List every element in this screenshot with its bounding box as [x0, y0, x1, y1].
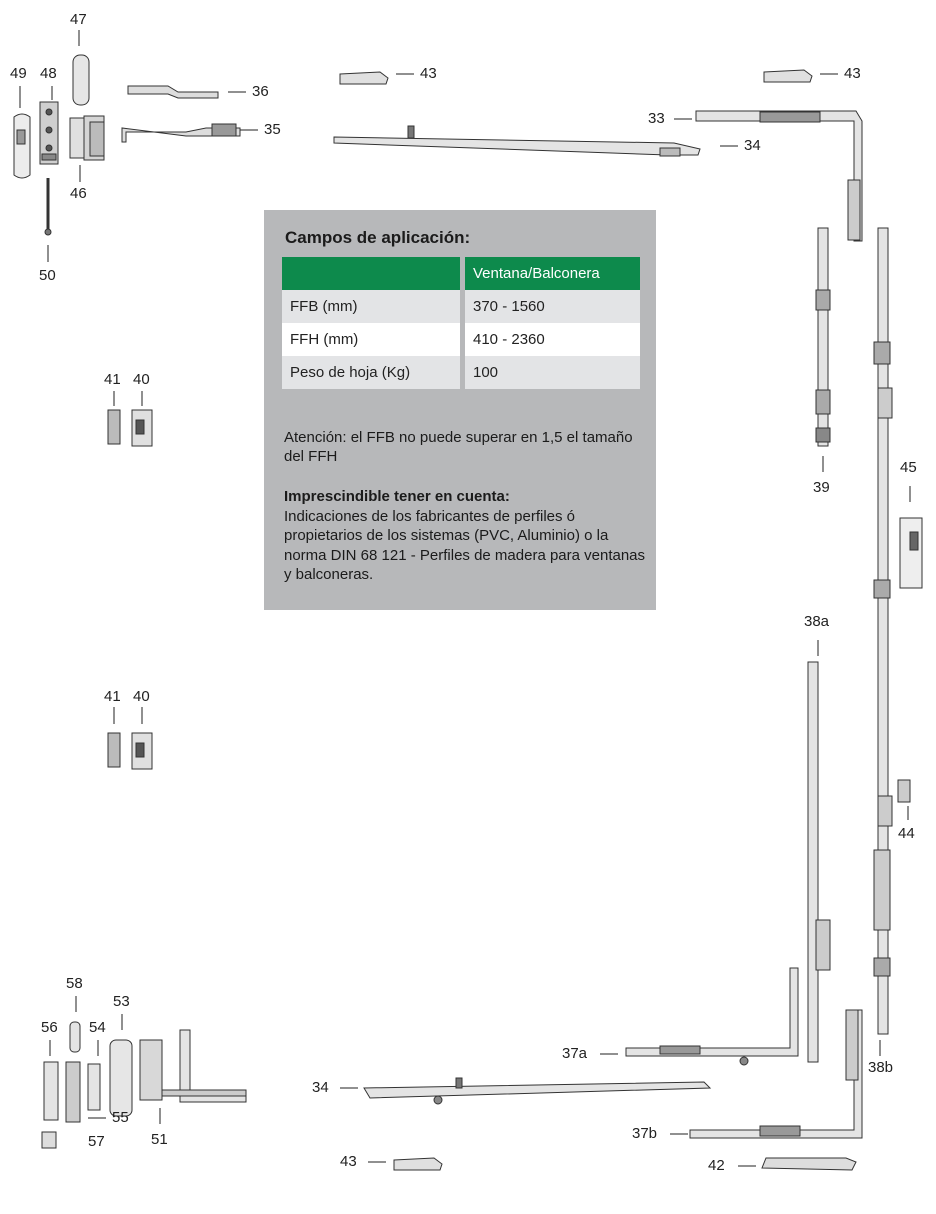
callout-54: 54 [89, 1019, 106, 1036]
important-text: Indicaciones de los fabricantes de perfi… [284, 507, 646, 584]
part-50-hinge-pin [44, 178, 52, 236]
part-51-corner-hinge [139, 1029, 247, 1103]
callout-35: 35 [264, 121, 281, 138]
callout-42: 42 [708, 1157, 725, 1174]
spec-table: Ventana/Balconera FFB (mm) 370 - 1560 FF… [282, 257, 640, 389]
callout-41-upper: 41 [104, 371, 121, 388]
row-value: 410 - 2360 [465, 323, 640, 356]
part-57-block [65, 1061, 81, 1123]
part-45-striker [899, 517, 923, 589]
table-row: FFH (mm) 410 - 2360 [282, 323, 640, 356]
callout-50: 50 [39, 267, 56, 284]
callout-47: 47 [70, 11, 87, 28]
part-42-sill-piece [761, 1157, 857, 1171]
ffb-note: Atención: el FFB no puede superar en 1,5… [284, 429, 633, 465]
callout-40-lower: 40 [133, 688, 150, 705]
row-value: 370 - 1560 [465, 290, 640, 323]
callout-43-bottom: 43 [340, 1153, 357, 1170]
part-47-pin-cap [72, 54, 90, 106]
part-43-top-left [339, 71, 389, 85]
callout-40-upper: 40 [133, 371, 150, 388]
part-39-vertical-rod [815, 227, 831, 447]
part-38b-long-vertical-rod [873, 227, 893, 1035]
callout-49: 49 [10, 65, 27, 82]
spec-table-header: Ventana/Balconera [282, 257, 640, 290]
important-notice: Imprescindible tener en cuenta: Indicaci… [284, 487, 649, 585]
part-34-bottom-scissor-arm [363, 1077, 712, 1105]
callout-55: 55 [112, 1109, 129, 1126]
callout-39: 39 [813, 479, 830, 496]
callout-53: 53 [113, 993, 130, 1010]
part-33-corner-drive [695, 110, 863, 242]
part-56-plate [43, 1061, 59, 1121]
part-43-bottom [393, 1157, 443, 1171]
part-48-hinge-plate [39, 101, 59, 165]
callout-46: 46 [70, 185, 87, 202]
part-43-top-right [763, 69, 813, 83]
callout-36: 36 [252, 83, 269, 100]
part-35-stay-arm [121, 127, 241, 143]
callout-41-lower: 41 [104, 688, 121, 705]
part-46-hinge-body [69, 115, 105, 161]
callout-34-top: 34 [744, 137, 761, 154]
callout-57: 57 [88, 1133, 105, 1150]
row-label: FFH (mm) [282, 323, 465, 356]
callout-34-bottom: 34 [312, 1079, 329, 1096]
application-panel: Campos de aplicación: Ventana/Balconera … [264, 210, 656, 610]
callout-45: 45 [900, 459, 917, 476]
callout-43-top-left: 43 [420, 65, 437, 82]
important-title: Imprescindible tener en cuenta: [284, 488, 510, 505]
part-36-stay-arm [127, 85, 219, 99]
callout-38b: 38b [868, 1059, 894, 1076]
callout-38a: 38a [804, 613, 830, 630]
part-49-hinge-cover [13, 113, 31, 179]
callout-43-top-right: 43 [844, 65, 861, 82]
row-label: FFB (mm) [282, 290, 465, 323]
callout-48: 48 [40, 65, 57, 82]
callout-51: 51 [151, 1131, 168, 1148]
part-44-keeper [897, 779, 911, 803]
callout-58: 58 [66, 975, 83, 992]
row-value: 100 [465, 356, 640, 389]
callout-37b: 37b [632, 1125, 658, 1142]
part-38a-vertical-rod [807, 661, 831, 1063]
callout-37a: 37a [562, 1045, 588, 1062]
callout-44: 44 [898, 825, 915, 842]
table-row: Peso de hoja (Kg) 100 [282, 356, 640, 389]
spec-header-blank [282, 257, 465, 290]
spec-header-ventana: Ventana/Balconera [465, 257, 640, 290]
part-37b-corner-drive [689, 1009, 863, 1139]
parts-41-40-upper [107, 409, 153, 447]
part-square-clip [41, 1131, 57, 1149]
part-58-pin [69, 1021, 81, 1053]
parts-41-40-lower [107, 732, 153, 770]
part-34-top-scissor-arm [333, 125, 701, 157]
table-row: FFB (mm) 370 - 1560 [282, 290, 640, 323]
part-37a-corner-drive [625, 967, 799, 1066]
part-54-cover [87, 1063, 101, 1111]
part-53-cap [109, 1039, 133, 1117]
row-label: Peso de hoja (Kg) [282, 356, 465, 389]
callout-56: 56 [41, 1019, 58, 1036]
callout-33: 33 [648, 110, 665, 127]
panel-title: Campos de aplicación: [285, 228, 471, 247]
